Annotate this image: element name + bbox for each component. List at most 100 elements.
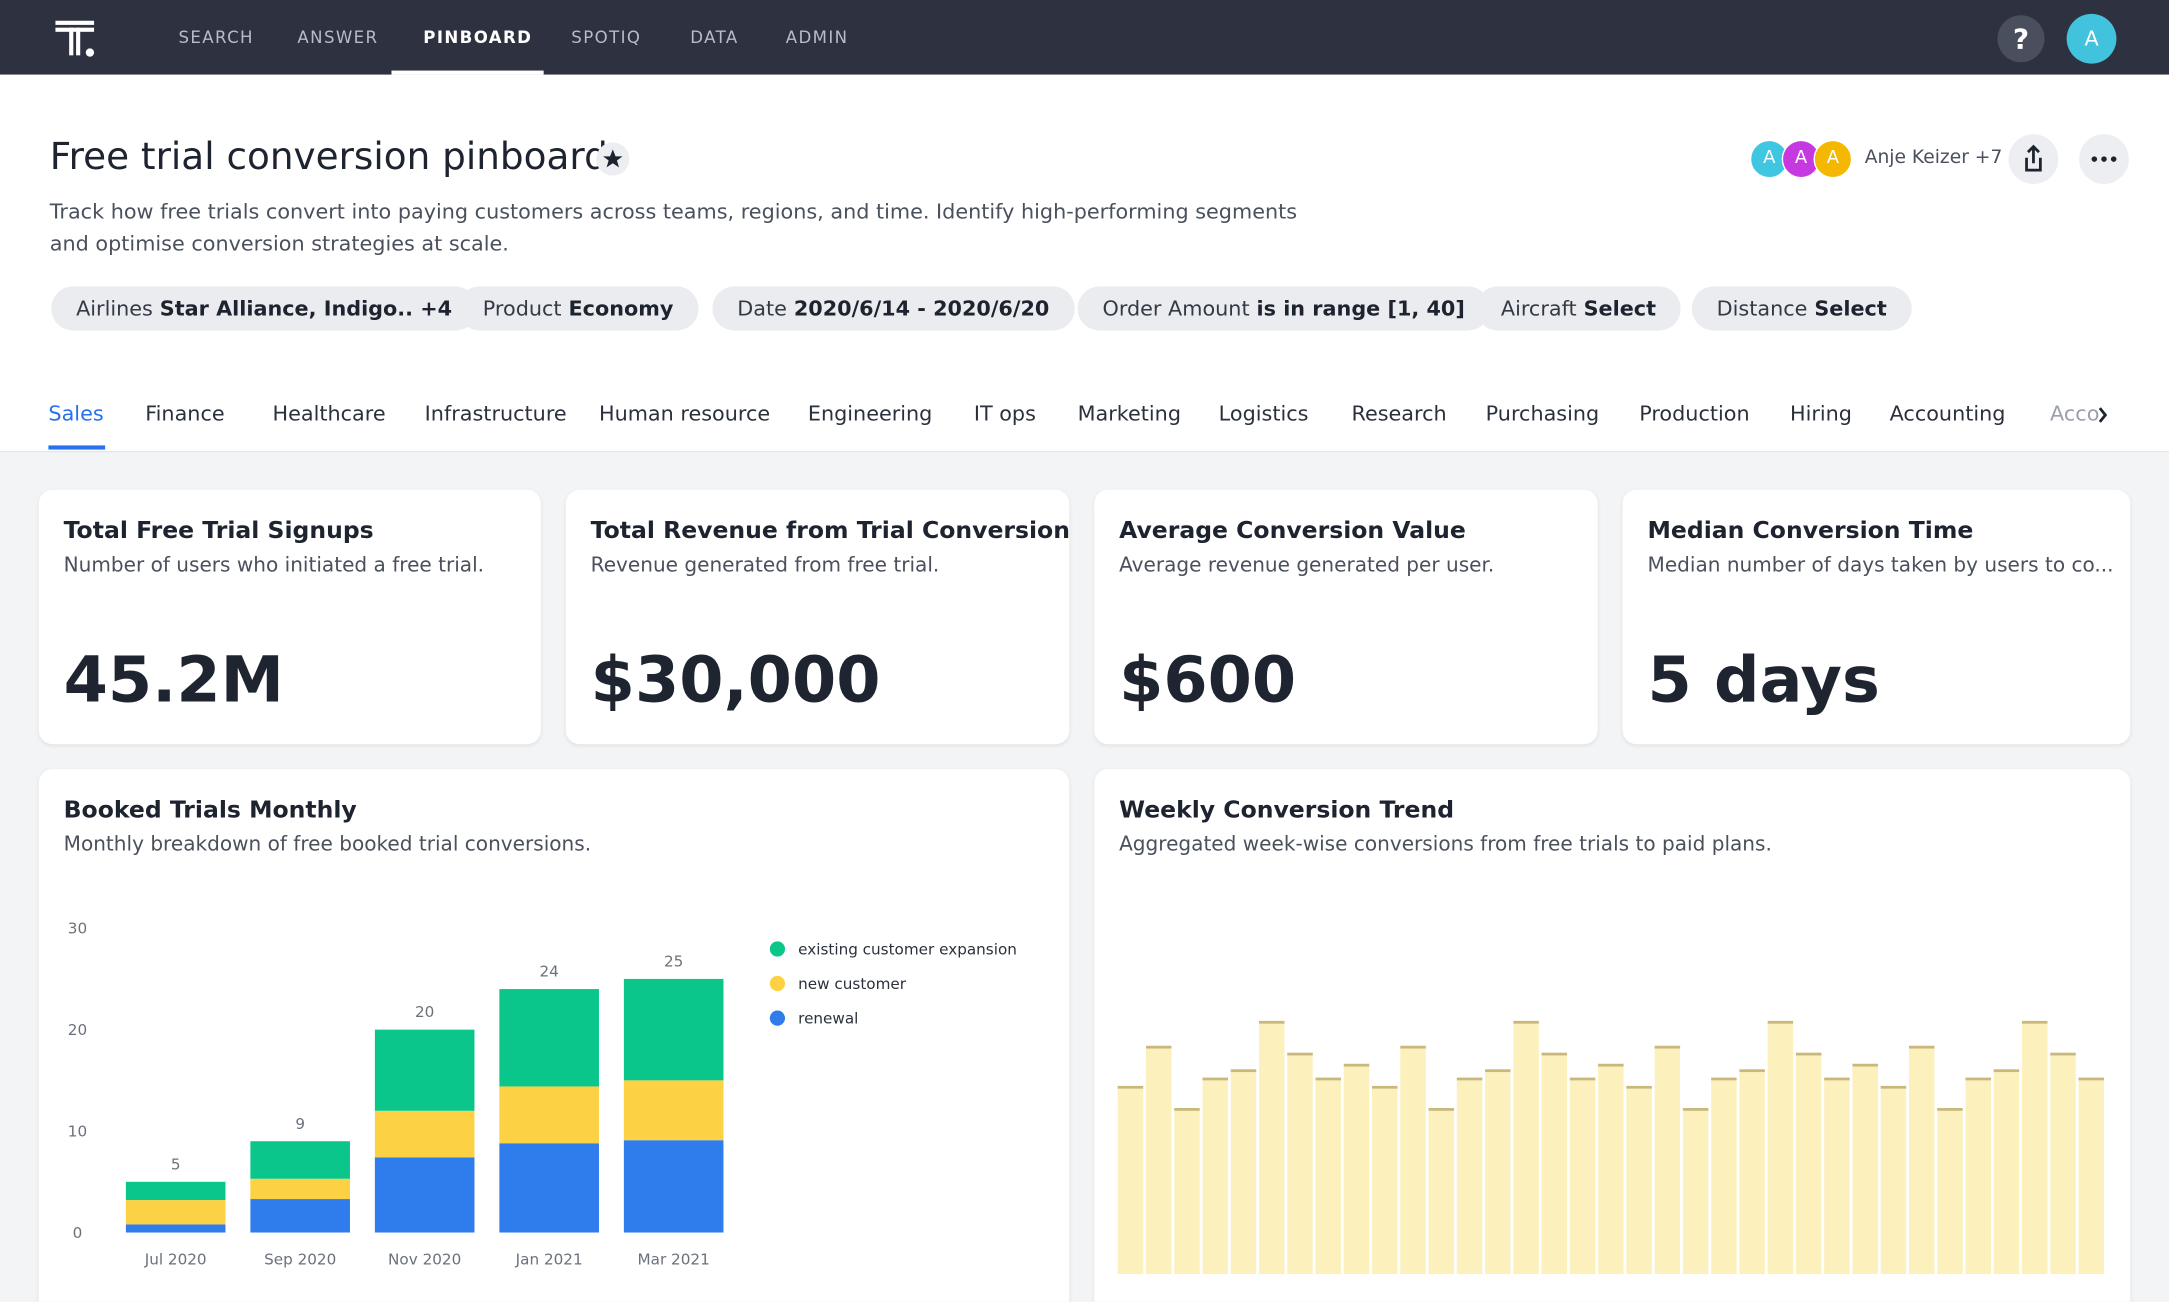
bar-segment — [374, 1157, 475, 1233]
bar-top-edge — [1145, 1045, 1172, 1049]
bar-top-edge — [1993, 1069, 2020, 1073]
kpi-title: Median Conversion Time — [1647, 517, 1974, 546]
bar — [2021, 1022, 2048, 1275]
bar-top-edge — [1852, 1063, 1878, 1067]
bar-top-edge — [1908, 1045, 1935, 1049]
bar — [1485, 1070, 1511, 1275]
bar — [1598, 1065, 1624, 1275]
filter-value: Economy — [568, 296, 674, 321]
bar — [1965, 1078, 1991, 1275]
filter-value: Star Alliance, Indigo.. +4 — [159, 296, 453, 321]
nav-item[interactable]: DATA — [690, 27, 739, 48]
bar — [1767, 1022, 1794, 1275]
bar — [1626, 1087, 1652, 1275]
tab[interactable]: Production — [1639, 401, 1750, 427]
bar-total-label: 24 — [539, 963, 558, 981]
owner-name[interactable]: Anje Keizer +7 — [1864, 146, 2003, 169]
bar-segment — [623, 1140, 724, 1233]
bar-top-edge — [2021, 1020, 2048, 1024]
nav-item[interactable]: PINBOARD — [423, 27, 533, 48]
bar — [1795, 1054, 1822, 1275]
filter-chip[interactable]: Product Economy — [457, 286, 699, 331]
bar — [1145, 1047, 1172, 1275]
tab[interactable]: Engineering — [807, 401, 933, 427]
bar-segment — [125, 1224, 226, 1233]
nav-item[interactable]: ADMIN — [785, 27, 849, 48]
tab[interactable]: Human resource — [598, 401, 771, 427]
bar-top-edge — [1259, 1020, 1285, 1024]
bar-total-label: 20 — [415, 1003, 434, 1021]
share-button[interactable] — [2008, 134, 2059, 184]
help-button[interactable]: ? — [1997, 15, 2045, 63]
tab[interactable]: Sales — [48, 401, 104, 427]
tab-underline — [48, 445, 106, 450]
user-avatar[interactable]: A — [2066, 13, 2117, 64]
tab[interactable]: Accounting — [1889, 401, 2006, 427]
filter-chip[interactable]: Date 2020/6/14 - 2020/6/20 — [712, 286, 1075, 331]
bar-segment — [499, 989, 599, 1087]
bar — [1343, 1065, 1370, 1275]
chart: 0 10 20 30 5 Jul 2020 9 Sep 2020 20 Nov 2020 24 Jan… — [68, 920, 1017, 1269]
chart-title: Booked Trials Monthly — [63, 796, 357, 825]
bar-top-edge — [1428, 1108, 1455, 1111]
bar-top-edge — [1372, 1085, 1398, 1089]
tab[interactable]: Research — [1351, 401, 1447, 427]
bar-top-edge — [1456, 1077, 1483, 1081]
bar-top-edge — [1174, 1108, 1200, 1111]
chart-subtitle: Aggregated week-wise conversions from fr… — [1119, 834, 1772, 857]
legend-swatch — [769, 975, 786, 992]
kpi-value: $30,000 — [590, 641, 881, 717]
bar — [1400, 1047, 1426, 1275]
bar-top-edge — [1343, 1063, 1370, 1067]
bar-top-edge — [1682, 1108, 1709, 1111]
filter-chip[interactable]: Order Amount is in range [1, 40] — [1077, 286, 1490, 331]
bar — [1993, 1070, 2020, 1275]
kpi-subtitle: Average revenue generated per user. — [1119, 554, 1495, 577]
bar — [1230, 1070, 1257, 1275]
star-button[interactable] — [596, 142, 630, 176]
more-button[interactable] — [2079, 134, 2129, 184]
kpi-card: Total Revenue from Trial Conversions Reve… — [565, 489, 1070, 745]
logo[interactable] — [55, 18, 96, 59]
tab[interactable]: Acco — [2050, 401, 2100, 427]
avatar: A — [1813, 139, 1853, 179]
nav-item[interactable]: SPOTIQ — [571, 27, 642, 48]
chart-card: Booked Trials Monthly Monthly breakdown o… — [38, 769, 1070, 1302]
bar — [2078, 1078, 2104, 1275]
bar-top-edge — [1965, 1077, 1991, 1081]
x-tick-label: Jul 2020 — [144, 1250, 207, 1268]
bar — [2050, 1054, 2076, 1275]
tab[interactable]: Healthcare — [272, 401, 386, 427]
bar — [1908, 1047, 1935, 1275]
x-tick-label: Sep 2020 — [264, 1250, 336, 1268]
bar — [1259, 1022, 1285, 1275]
tab[interactable]: IT ops — [973, 401, 1036, 427]
bar-top-edge — [1767, 1020, 1794, 1024]
kpi-card: Total Free Trial Signups Number of users … — [38, 489, 541, 745]
nav-item[interactable]: SEARCH — [178, 27, 254, 48]
tabs-scroll-right[interactable] — [2091, 401, 2114, 429]
tab[interactable]: Marketing — [1077, 401, 1182, 427]
bar-top-edge — [1513, 1020, 1539, 1024]
tab[interactable]: Purchasing — [1485, 401, 1600, 427]
bar-top-edge — [1400, 1045, 1426, 1049]
tab[interactable]: Hiring — [1789, 401, 1852, 427]
legend-label: existing customer expansion — [798, 940, 1017, 958]
bar-segment — [499, 1143, 599, 1233]
tab[interactable]: Infrastructure — [424, 401, 567, 427]
filter-chip[interactable]: Airlines Star Alliance, Indigo.. +4 — [51, 286, 478, 331]
tab[interactable]: Logistics — [1218, 401, 1309, 427]
bar-segment — [623, 1080, 724, 1141]
bar — [1569, 1078, 1596, 1275]
bar-top-edge — [1598, 1063, 1624, 1067]
filter-chip[interactable]: Aircraft Select — [1475, 286, 1681, 331]
legend-swatch — [769, 1010, 786, 1026]
filter-chip[interactable]: Distance Select — [1691, 286, 1912, 331]
bar-top-edge — [1202, 1077, 1228, 1081]
nav-item[interactable]: ANSWER — [297, 27, 379, 48]
bar — [1174, 1109, 1200, 1275]
tab[interactable]: Finance — [145, 401, 225, 427]
x-tick-label: Jan 2021 — [515, 1250, 583, 1268]
bar — [1315, 1078, 1342, 1275]
bar-segment — [374, 1110, 475, 1158]
